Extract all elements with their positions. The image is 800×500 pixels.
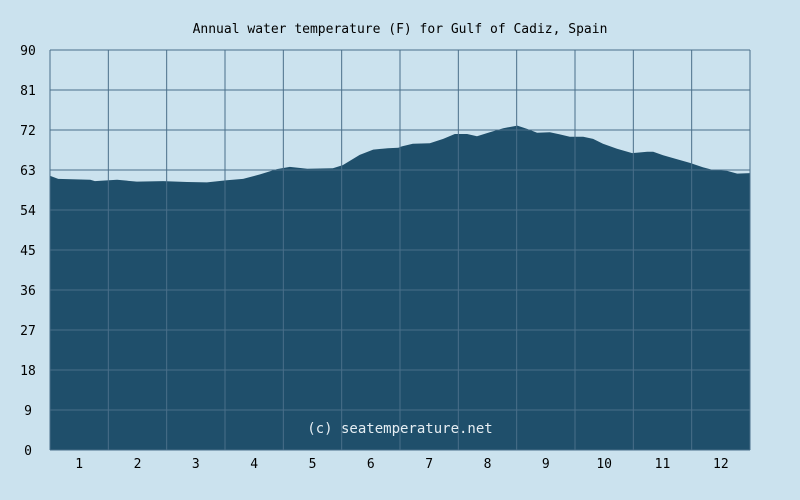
y-tick-label: 72: [20, 124, 36, 139]
y-tick-label: 0: [24, 444, 32, 459]
y-tick-label: 54: [20, 204, 36, 219]
x-tick-label: 4: [250, 457, 258, 472]
chart-title: Annual water temperature (F) for Gulf of…: [193, 22, 608, 37]
watermark: (c) seatemperature.net: [307, 421, 492, 437]
x-tick-label: 10: [596, 457, 612, 472]
x-tick-label: 8: [484, 457, 492, 472]
x-tick-label: 2: [134, 457, 142, 472]
x-tick-label: 5: [309, 457, 317, 472]
y-tick-label: 63: [20, 164, 36, 179]
y-tick-label: 27: [20, 324, 36, 339]
y-tick-label: 90: [20, 44, 36, 59]
x-tick-label: 3: [192, 457, 200, 472]
x-tick-label: 11: [655, 457, 671, 472]
x-tick-label: 1: [75, 457, 83, 472]
y-tick-label: 45: [20, 244, 36, 259]
x-tick-label: 7: [425, 457, 433, 472]
y-tick-label: 36: [20, 284, 36, 299]
x-tick-label: 6: [367, 457, 375, 472]
y-tick-label: 9: [24, 404, 32, 419]
y-tick-label: 81: [20, 84, 36, 99]
x-tick-label: 9: [542, 457, 550, 472]
x-tick-label: 12: [713, 457, 729, 472]
y-tick-label: 18: [20, 364, 36, 379]
